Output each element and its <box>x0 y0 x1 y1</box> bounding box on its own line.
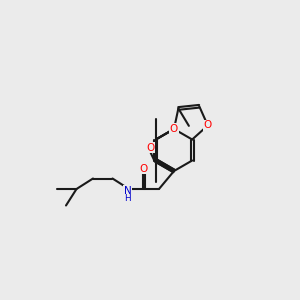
Text: O: O <box>140 164 148 174</box>
Text: O: O <box>146 142 154 153</box>
Text: O: O <box>170 124 178 134</box>
Text: N: N <box>124 185 131 196</box>
Text: O: O <box>204 120 212 130</box>
Text: H: H <box>124 194 131 203</box>
